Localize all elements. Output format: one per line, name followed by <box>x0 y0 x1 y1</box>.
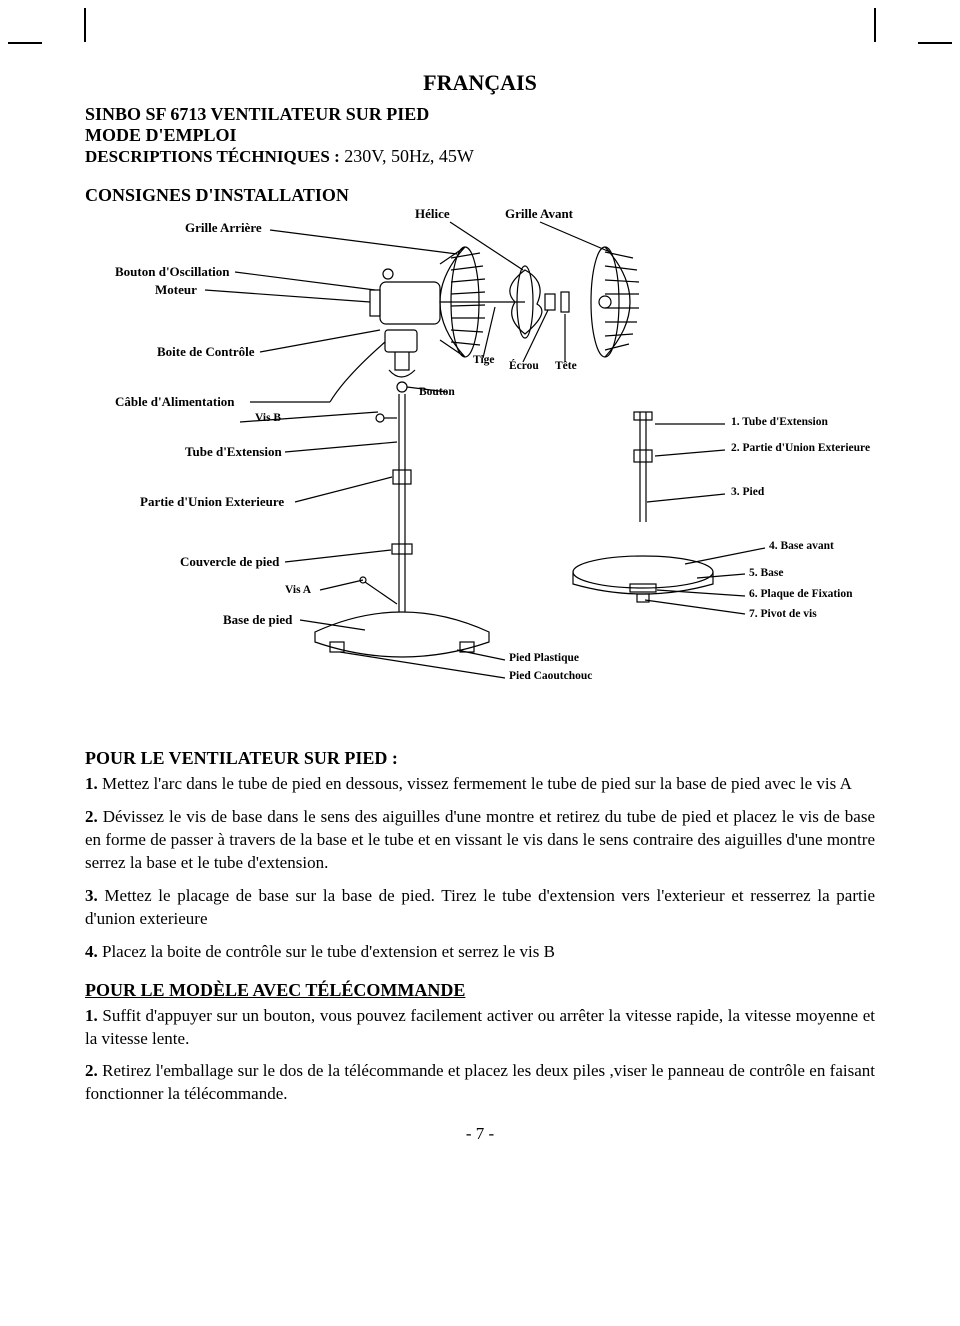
label-r5: 5. Base <box>749 567 784 579</box>
label-r1: 1. Tube d'Extension <box>731 416 828 428</box>
label-tete: Tête <box>555 360 577 372</box>
stand-p1: 1. Mettez l'arc dans le tube de pied en … <box>85 773 875 796</box>
stand-p3: 3. Mettez le placage de base sur la base… <box>85 885 875 931</box>
label-tube-ext: Tube d'Extension <box>185 444 282 460</box>
label-vis-a: Vis A <box>285 584 311 596</box>
product-title: SINBO SF 6713 VENTILATEUR SUR PIED <box>85 104 875 125</box>
label-r6: 6. Plaque de Fixation <box>749 588 853 600</box>
diagram-svg <box>85 212 875 732</box>
label-helice: Hélice <box>415 206 450 222</box>
remote-heading: POUR LE MODÈLE AVEC TÉLÉCOMMANDE <box>85 980 875 1001</box>
label-pied-plastique: Pied Plastique <box>509 652 579 664</box>
install-heading: CONSIGNES D'INSTALLATION <box>85 185 349 206</box>
stand-heading: POUR LE VENTILATEUR SUR PIED : <box>85 748 875 769</box>
label-moteur: Moteur <box>155 282 197 298</box>
label-r7: 7. Pivot de vis <box>749 608 817 620</box>
label-partie-union: Partie d'Union Exterieure <box>140 494 284 510</box>
crop-mark <box>8 42 42 44</box>
label-r2: 2. Partie d'Union Exterieure <box>731 442 870 454</box>
page-number: - 7 - <box>85 1124 875 1144</box>
label-tige: Tige <box>473 354 495 366</box>
tech-value: 230V, 50Hz, 45W <box>340 146 474 166</box>
label-ecrou: Écrou <box>509 360 539 372</box>
label-couvercle: Couvercle de pied <box>180 554 279 570</box>
label-vis-b: Vis B <box>255 412 281 424</box>
mode-line: MODE D'EMPLOI <box>85 125 875 146</box>
remote-p2: 2. Retirez l'emballage sur le dos de la … <box>85 1060 875 1106</box>
label-pied-caoutchouc: Pied Caoutchouc <box>509 670 592 682</box>
label-r4: 4. Base avant <box>769 540 834 552</box>
stand-p4: 4. Placez la boite de contrôle sur le tu… <box>85 941 875 964</box>
label-grille-avant: Grille Avant <box>505 206 573 222</box>
tech-label: DESCRIPTIONS TÉCHNIQUES : <box>85 147 340 166</box>
remote-p1: 1. Suffit d'appuyer sur un bouton, vous … <box>85 1005 875 1051</box>
crop-mark <box>874 8 876 42</box>
crop-mark <box>84 8 86 42</box>
assembly-diagram: Hélice Grille Avant Grille Arrière Bouto… <box>85 212 875 732</box>
label-boite-controle: Boite de Contrôle <box>157 344 254 360</box>
language-heading: FRANÇAIS <box>85 70 875 96</box>
label-bouton-osc: Bouton d'Oscillation <box>115 264 230 280</box>
label-bouton: Bouton <box>419 386 455 398</box>
label-cable: Câble d'Alimentation <box>115 394 235 410</box>
label-grille-arriere: Grille Arrière <box>185 220 262 236</box>
stand-p2: 2. Dévissez le vis de base dans le sens … <box>85 806 875 875</box>
label-r3: 3. Pied <box>731 486 764 498</box>
crop-mark <box>918 42 952 44</box>
label-base-pied: Base de pied <box>223 612 292 628</box>
